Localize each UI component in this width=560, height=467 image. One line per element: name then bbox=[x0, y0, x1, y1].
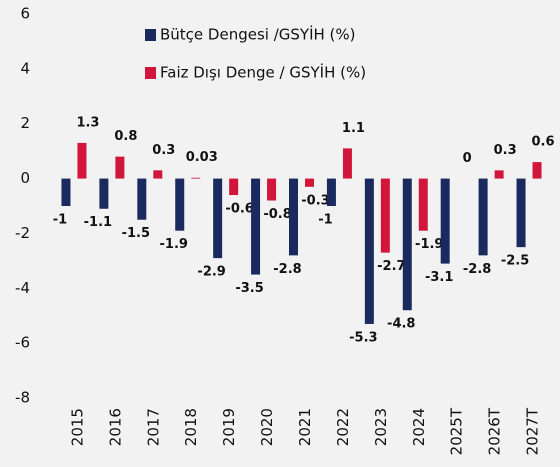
data-label: -2.9 bbox=[197, 265, 225, 280]
y-tick-label: 4 bbox=[20, 59, 30, 77]
bar bbox=[115, 156, 125, 179]
data-label: -0.8 bbox=[263, 207, 291, 222]
bar bbox=[440, 178, 450, 264]
data-label: 0.6 bbox=[532, 135, 555, 150]
bar bbox=[77, 142, 87, 179]
data-label: 0.8 bbox=[114, 129, 137, 144]
data-label: -3.5 bbox=[235, 281, 263, 296]
bar bbox=[478, 178, 488, 256]
x-tick-label: 2019 bbox=[220, 408, 238, 446]
data-label: -5.3 bbox=[349, 330, 377, 345]
x-tick-label: 2026T bbox=[486, 407, 504, 455]
data-label: 0.3 bbox=[152, 143, 175, 158]
data-label: 0.3 bbox=[494, 143, 517, 158]
x-tick-label: 2021 bbox=[296, 408, 314, 446]
y-tick-label: 0 bbox=[20, 169, 30, 187]
x-tick-label: 2027T bbox=[524, 407, 542, 455]
data-label: -1.9 bbox=[160, 237, 188, 252]
bar bbox=[213, 178, 223, 259]
bar bbox=[380, 178, 390, 253]
legend-swatch bbox=[145, 29, 156, 41]
bar bbox=[251, 178, 261, 275]
data-label: -1.1 bbox=[84, 215, 112, 230]
data-label: -1.5 bbox=[122, 226, 150, 241]
x-tick-label: 2022 bbox=[334, 408, 352, 446]
bar bbox=[229, 178, 239, 196]
x-tick-label: 2016 bbox=[106, 408, 124, 446]
bar bbox=[289, 178, 298, 256]
bar bbox=[99, 178, 109, 209]
bar bbox=[137, 178, 147, 220]
bar bbox=[305, 178, 314, 187]
y-tick-label: 2 bbox=[20, 114, 30, 132]
bar bbox=[532, 162, 542, 179]
data-label: 0 bbox=[463, 151, 472, 166]
bar bbox=[326, 178, 336, 206]
bar bbox=[153, 170, 163, 179]
data-label: -4.8 bbox=[387, 317, 415, 332]
data-label: 0.03 bbox=[186, 150, 218, 165]
legend-swatch bbox=[145, 67, 156, 79]
data-label: -0.6 bbox=[225, 202, 253, 217]
bar bbox=[418, 178, 428, 231]
y-tick-label: -2 bbox=[15, 224, 30, 242]
data-label: -2.7 bbox=[377, 259, 405, 274]
x-tick-label: 2025T bbox=[448, 407, 466, 455]
bar bbox=[402, 178, 412, 311]
data-label: -1.9 bbox=[415, 237, 443, 252]
data-label: 1.1 bbox=[342, 121, 365, 136]
x-tick-label: 2017 bbox=[144, 408, 162, 446]
x-tick-label: 2015 bbox=[68, 408, 86, 446]
y-tick-label: -8 bbox=[15, 389, 30, 407]
y-tick-label: 6 bbox=[20, 5, 30, 23]
x-tick-label: 2020 bbox=[258, 408, 276, 446]
bar bbox=[364, 178, 374, 324]
data-label: -3.1 bbox=[425, 270, 453, 285]
bar bbox=[516, 178, 526, 248]
bar bbox=[267, 178, 277, 201]
bar bbox=[175, 178, 185, 231]
bar bbox=[494, 170, 504, 179]
data-label: -2.8 bbox=[273, 262, 301, 277]
data-label: 1.3 bbox=[76, 115, 99, 130]
y-tick-label: -4 bbox=[15, 279, 30, 297]
y-tick-label: -6 bbox=[15, 334, 30, 352]
data-label: -2.8 bbox=[463, 262, 491, 277]
data-label: -2.5 bbox=[501, 254, 529, 269]
data-label: -0.3 bbox=[301, 193, 329, 208]
x-tick-label: 2018 bbox=[182, 408, 200, 446]
data-label: -1 bbox=[53, 213, 67, 228]
x-tick-label: 2023 bbox=[372, 408, 390, 446]
legend-label: Bütçe Dengesi /GSYİH (%) bbox=[160, 25, 356, 44]
bar bbox=[342, 148, 352, 179]
bar bbox=[191, 177, 201, 179]
bar bbox=[61, 178, 71, 206]
x-tick-label: 2024 bbox=[410, 408, 428, 446]
data-label: -1 bbox=[318, 213, 332, 228]
legend-label: Faiz Dışı Denge / GSYİH (%) bbox=[160, 63, 366, 82]
